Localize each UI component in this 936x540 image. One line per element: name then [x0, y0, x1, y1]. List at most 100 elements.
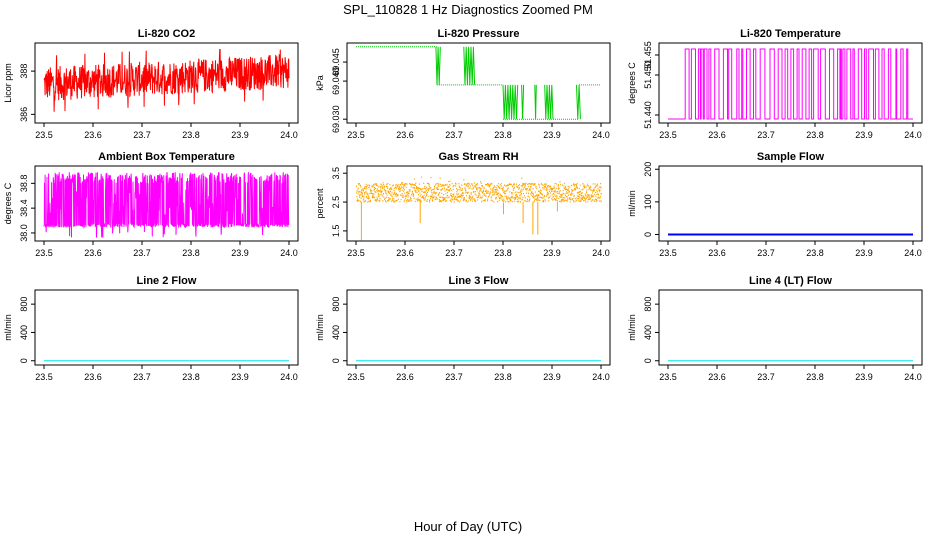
x-tick-label: 24.0	[592, 372, 610, 382]
x-tick-label: 24.0	[904, 248, 922, 258]
pressure-toggle-band	[576, 84, 581, 120]
x-tick-label: 23.9	[855, 248, 873, 258]
x-tick-label: 23.8	[182, 372, 200, 382]
series-line	[43, 49, 290, 112]
x-tick-label: 24.0	[592, 248, 610, 258]
plot-frame	[346, 42, 611, 124]
y-tick-label: 51.450	[643, 61, 653, 89]
panel-title: Line 2 Flow	[137, 275, 197, 287]
panel-9: Line 4 (LT) Flow ml/min 23.5 23.6 23.7 23.8 23…	[627, 275, 923, 382]
panel-5: Gas Stream RH percent 23.5 23.6 23.7 23.8 23.9…	[315, 151, 611, 258]
y-tick-label: 386	[19, 107, 29, 122]
x-tick-label: 23.5	[659, 248, 677, 258]
pressure-toggle-band	[544, 84, 554, 120]
pressure-toggle-band	[502, 84, 519, 120]
x-tick-label: 24.0	[280, 248, 298, 258]
x-tick-label: 23.8	[494, 130, 512, 140]
y-tick-label: 0	[331, 358, 341, 363]
x-tick-label: 23.8	[806, 248, 824, 258]
y-tick-label: 400	[331, 325, 341, 340]
plot-frame	[34, 42, 299, 124]
panel-title: Ambient Box Temperature	[98, 151, 235, 163]
x-tick-label: 23.9	[231, 248, 249, 258]
plot-frame	[346, 165, 611, 242]
panel-title: Sample Flow	[757, 151, 825, 163]
panel-title: Li-820 Temperature	[740, 28, 841, 40]
panel-title: Line 3 Flow	[449, 275, 509, 287]
panel-3: Li-820 Temperature degrees C 23.5 23.6 23.7 2…	[627, 28, 923, 140]
plot-frame	[34, 165, 299, 242]
x-tick-label: 24.0	[904, 130, 922, 140]
y-tick-label: 69.045	[331, 48, 341, 76]
y-tick-label: 800	[643, 297, 653, 312]
y-axis-label: percent	[315, 188, 325, 219]
pressure-toggle-band	[435, 46, 441, 85]
y-tick-label: 800	[19, 297, 29, 312]
x-tick-label: 23.7	[133, 372, 151, 382]
x-tick-label: 23.9	[855, 130, 873, 140]
y-tick-label: 800	[331, 297, 341, 312]
x-tick-label: 23.8	[182, 130, 200, 140]
x-tick-label: 23.7	[445, 130, 463, 140]
y-tick-label: 51.455	[643, 41, 653, 69]
x-tick-label: 23.5	[35, 248, 53, 258]
x-tick-label: 24.0	[280, 372, 298, 382]
y-axis-label: degrees C	[627, 62, 637, 104]
plot-area	[43, 49, 290, 112]
x-tick-label: 23.5	[35, 372, 53, 382]
x-tick-label: 23.9	[543, 372, 561, 382]
x-tick-label: 23.6	[84, 248, 102, 258]
x-tick-label: 23.8	[494, 372, 512, 382]
y-tick-label: 0	[643, 358, 653, 363]
x-tick-label: 23.6	[84, 372, 102, 382]
y-tick-label: 0	[643, 232, 653, 237]
plot-frame	[34, 289, 299, 366]
y-tick-label: 0	[19, 358, 29, 363]
y-tick-label: 1.5	[331, 225, 341, 238]
x-tick-label: 23.6	[396, 248, 414, 258]
x-tick-label: 23.6	[396, 130, 414, 140]
x-tick-label: 23.7	[133, 130, 151, 140]
plot-area	[356, 46, 601, 120]
y-tick-label: 388	[19, 64, 29, 79]
x-tick-label: 23.7	[445, 248, 463, 258]
x-tick-label: 23.7	[445, 372, 463, 382]
y-tick-label: 2.5	[331, 196, 341, 209]
x-tick-label: 23.5	[347, 372, 365, 382]
rh-dips	[360, 201, 558, 241]
plot-area	[356, 176, 602, 241]
plot-area	[43, 172, 290, 238]
x-tick-label: 23.8	[806, 130, 824, 140]
x-tick-label: 23.8	[806, 372, 824, 382]
x-tick-label: 23.9	[543, 248, 561, 258]
y-axis-label: kPa	[315, 75, 325, 91]
x-tick-label: 23.6	[708, 248, 726, 258]
panel-title: Line 4 (LT) Flow	[749, 275, 832, 287]
pressure-toggle-band	[534, 84, 537, 120]
y-tick-label: 100	[643, 194, 653, 209]
x-tick-label: 23.6	[708, 372, 726, 382]
x-tick-label: 23.7	[757, 248, 775, 258]
x-axis-label: Hour of Day (UTC)	[414, 519, 522, 534]
series-line	[43, 172, 290, 238]
rh-points	[356, 176, 602, 203]
y-tick-label: 200	[643, 162, 653, 177]
x-tick-label: 23.5	[659, 130, 677, 140]
panel-7: Line 2 Flow ml/min 23.5 23.6 23.7 23.8 23.9 24.…	[3, 275, 299, 382]
x-tick-label: 23.5	[659, 372, 677, 382]
figure-title: SPL_110828 1 Hz Diagnostics Zoomed PM	[343, 2, 593, 17]
x-tick-label: 23.8	[494, 248, 512, 258]
plot-frame	[658, 42, 923, 124]
pressure-toggle-band	[463, 46, 476, 85]
x-tick-label: 23.9	[543, 130, 561, 140]
x-tick-label: 23.6	[396, 372, 414, 382]
panel-2: Li-820 Pressure kPa 23.5 23.6 23.7 23.8 23.9 24…	[315, 28, 611, 140]
panel-title: Li-820 CO2	[138, 28, 195, 40]
x-tick-label: 23.5	[347, 248, 365, 258]
y-tick-label: 38.0	[19, 224, 29, 242]
y-axis-label: ml/min	[315, 314, 325, 341]
x-tick-label: 24.0	[904, 372, 922, 382]
pressure-toggle-band	[521, 84, 525, 120]
y-axis-label: ml/min	[3, 314, 13, 341]
